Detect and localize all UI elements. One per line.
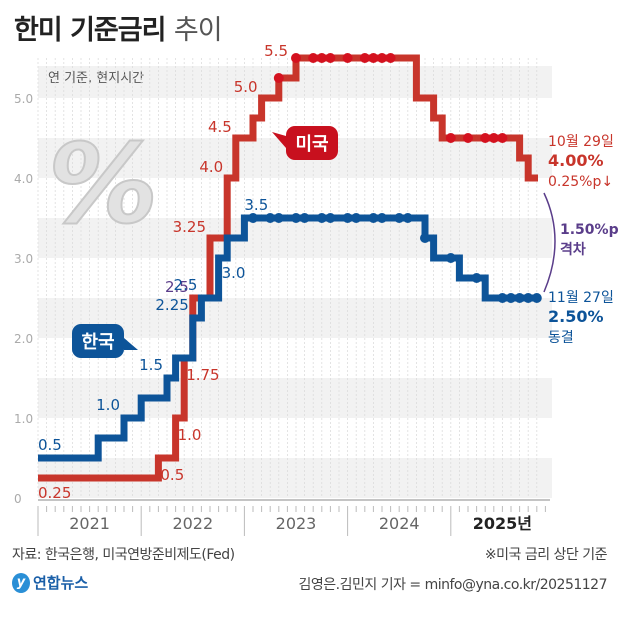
yonhap-logo: y 연합뉴스 — [12, 572, 88, 593]
y-tick-label: 4.0 — [14, 172, 33, 186]
x-tick-label: 2025년 — [473, 514, 532, 533]
data-label: 0.5 — [38, 436, 62, 454]
korea-hold-dot — [368, 213, 379, 223]
korea-hold-dot — [523, 293, 534, 303]
data-label: 5.0 — [234, 78, 258, 96]
data-label: 3.0 — [222, 264, 246, 282]
data-label: 2.25 — [155, 296, 188, 314]
data-label: 1.0 — [96, 396, 120, 414]
us-latest-date: 10월 29일 — [548, 134, 614, 150]
korea-hold-dot — [471, 273, 482, 283]
us-hold-dot — [342, 53, 353, 63]
korea-hold-dot — [351, 213, 362, 223]
data-label: 4.0 — [199, 158, 223, 176]
y-tick-label: 1.0 — [14, 412, 33, 426]
us-hold-dot — [316, 53, 327, 63]
korea-rate-line — [38, 214, 538, 462]
us-callout: 미국 — [272, 126, 338, 160]
us-latest-change: 0.25%p↓ — [548, 174, 613, 190]
korea-hold-dot — [497, 293, 508, 303]
us-hold-dot — [445, 133, 456, 143]
us-hold-dot — [308, 53, 319, 63]
us-hold-dot — [488, 133, 499, 143]
logo-mark-icon: y — [12, 572, 30, 593]
us-latest-value: 4.00% — [548, 151, 604, 170]
korea-latest-change: 동결 — [548, 330, 574, 346]
page-title: 한미 기준금리 추이 — [14, 8, 223, 47]
title-main: 한미 기준금리 — [14, 15, 166, 46]
callout-text: 미국 — [295, 134, 328, 155]
title-sub: 추이 — [173, 15, 223, 46]
data-label: 5.5 — [264, 42, 288, 60]
x-tick-label: 2021 — [69, 514, 110, 533]
logo-text: 연합뉴스 — [33, 574, 89, 592]
us-hold-dot — [497, 133, 508, 143]
source-note: 자료: 한국은행, 미국연방준비제도(Fed) — [12, 547, 235, 563]
korea-hold-dot — [291, 213, 301, 223]
gap-label: 격차 — [560, 241, 586, 258]
korea-hold-dot — [531, 293, 542, 303]
korea-latest-date: 11월 27일 — [548, 290, 614, 306]
us-rate-line — [38, 54, 538, 482]
korea-latest-value: 2.50% — [548, 307, 604, 326]
x-tick-label: 2023 — [276, 514, 317, 533]
y-tick-label: 5.0 — [14, 92, 33, 106]
x-tick-label: 2022 — [172, 514, 213, 533]
data-label: 1.75 — [186, 366, 219, 384]
korea-hold-dot — [342, 213, 353, 223]
chart-subtitle: 연 기준, 현지시간 — [48, 71, 144, 86]
korea-hold-dot — [377, 213, 387, 223]
basis-note: ※미국 금리 상단 기준 — [484, 547, 608, 563]
us-hold-dot — [359, 53, 370, 63]
korea-hold-dot — [394, 213, 405, 223]
korea-hold-dot — [325, 213, 336, 223]
gap-bracket — [543, 192, 556, 293]
korea-hold-dot — [316, 213, 327, 223]
us-hold-dot — [385, 53, 396, 63]
korea-hold-dot — [420, 233, 430, 243]
x-tick-label: 2024 — [379, 514, 420, 533]
data-label: 2.5 — [174, 276, 198, 294]
data-label: 4.5 — [208, 118, 232, 136]
data-label: 0.5 — [160, 466, 184, 484]
callout-text: 한국 — [81, 332, 114, 353]
korea-hold-dot — [273, 213, 284, 223]
gap-value: 1.50%p — [560, 222, 619, 238]
data-label: 3.5 — [244, 196, 268, 214]
us-hold-dot — [463, 133, 473, 143]
us-hold-dot — [480, 133, 491, 143]
korea-hold-dot — [248, 213, 258, 223]
korea-hold-dot — [402, 213, 413, 223]
us-hold-dot — [325, 53, 336, 63]
data-label: 0.25 — [38, 484, 71, 502]
korea-hold-dot — [506, 293, 516, 303]
korea-callout: 한국 — [72, 324, 138, 358]
data-label: 1.5 — [139, 356, 163, 374]
y-tick-label: 0 — [14, 492, 22, 506]
credit-line: 김영은.김민지 기자 = minfo@yna.co.kr/20251127 — [298, 577, 608, 593]
percent-decoration-icon: % — [48, 120, 158, 248]
korea-hold-dot — [299, 213, 310, 223]
data-label: 1.0 — [178, 426, 202, 444]
y-tick-label: 3.0 — [14, 252, 33, 266]
korea-hold-dot — [514, 293, 525, 303]
us-hold-dot — [273, 73, 284, 83]
korea-hold-dot — [265, 213, 276, 223]
data-label: 3.25 — [173, 218, 206, 236]
us-hold-dot — [368, 53, 379, 63]
data-label: 2.5 — [165, 278, 189, 296]
us-hold-dot — [291, 53, 301, 63]
us-hold-dot — [377, 53, 387, 63]
y-tick-label: 2.0 — [14, 332, 33, 346]
korea-hold-dot — [445, 253, 456, 263]
